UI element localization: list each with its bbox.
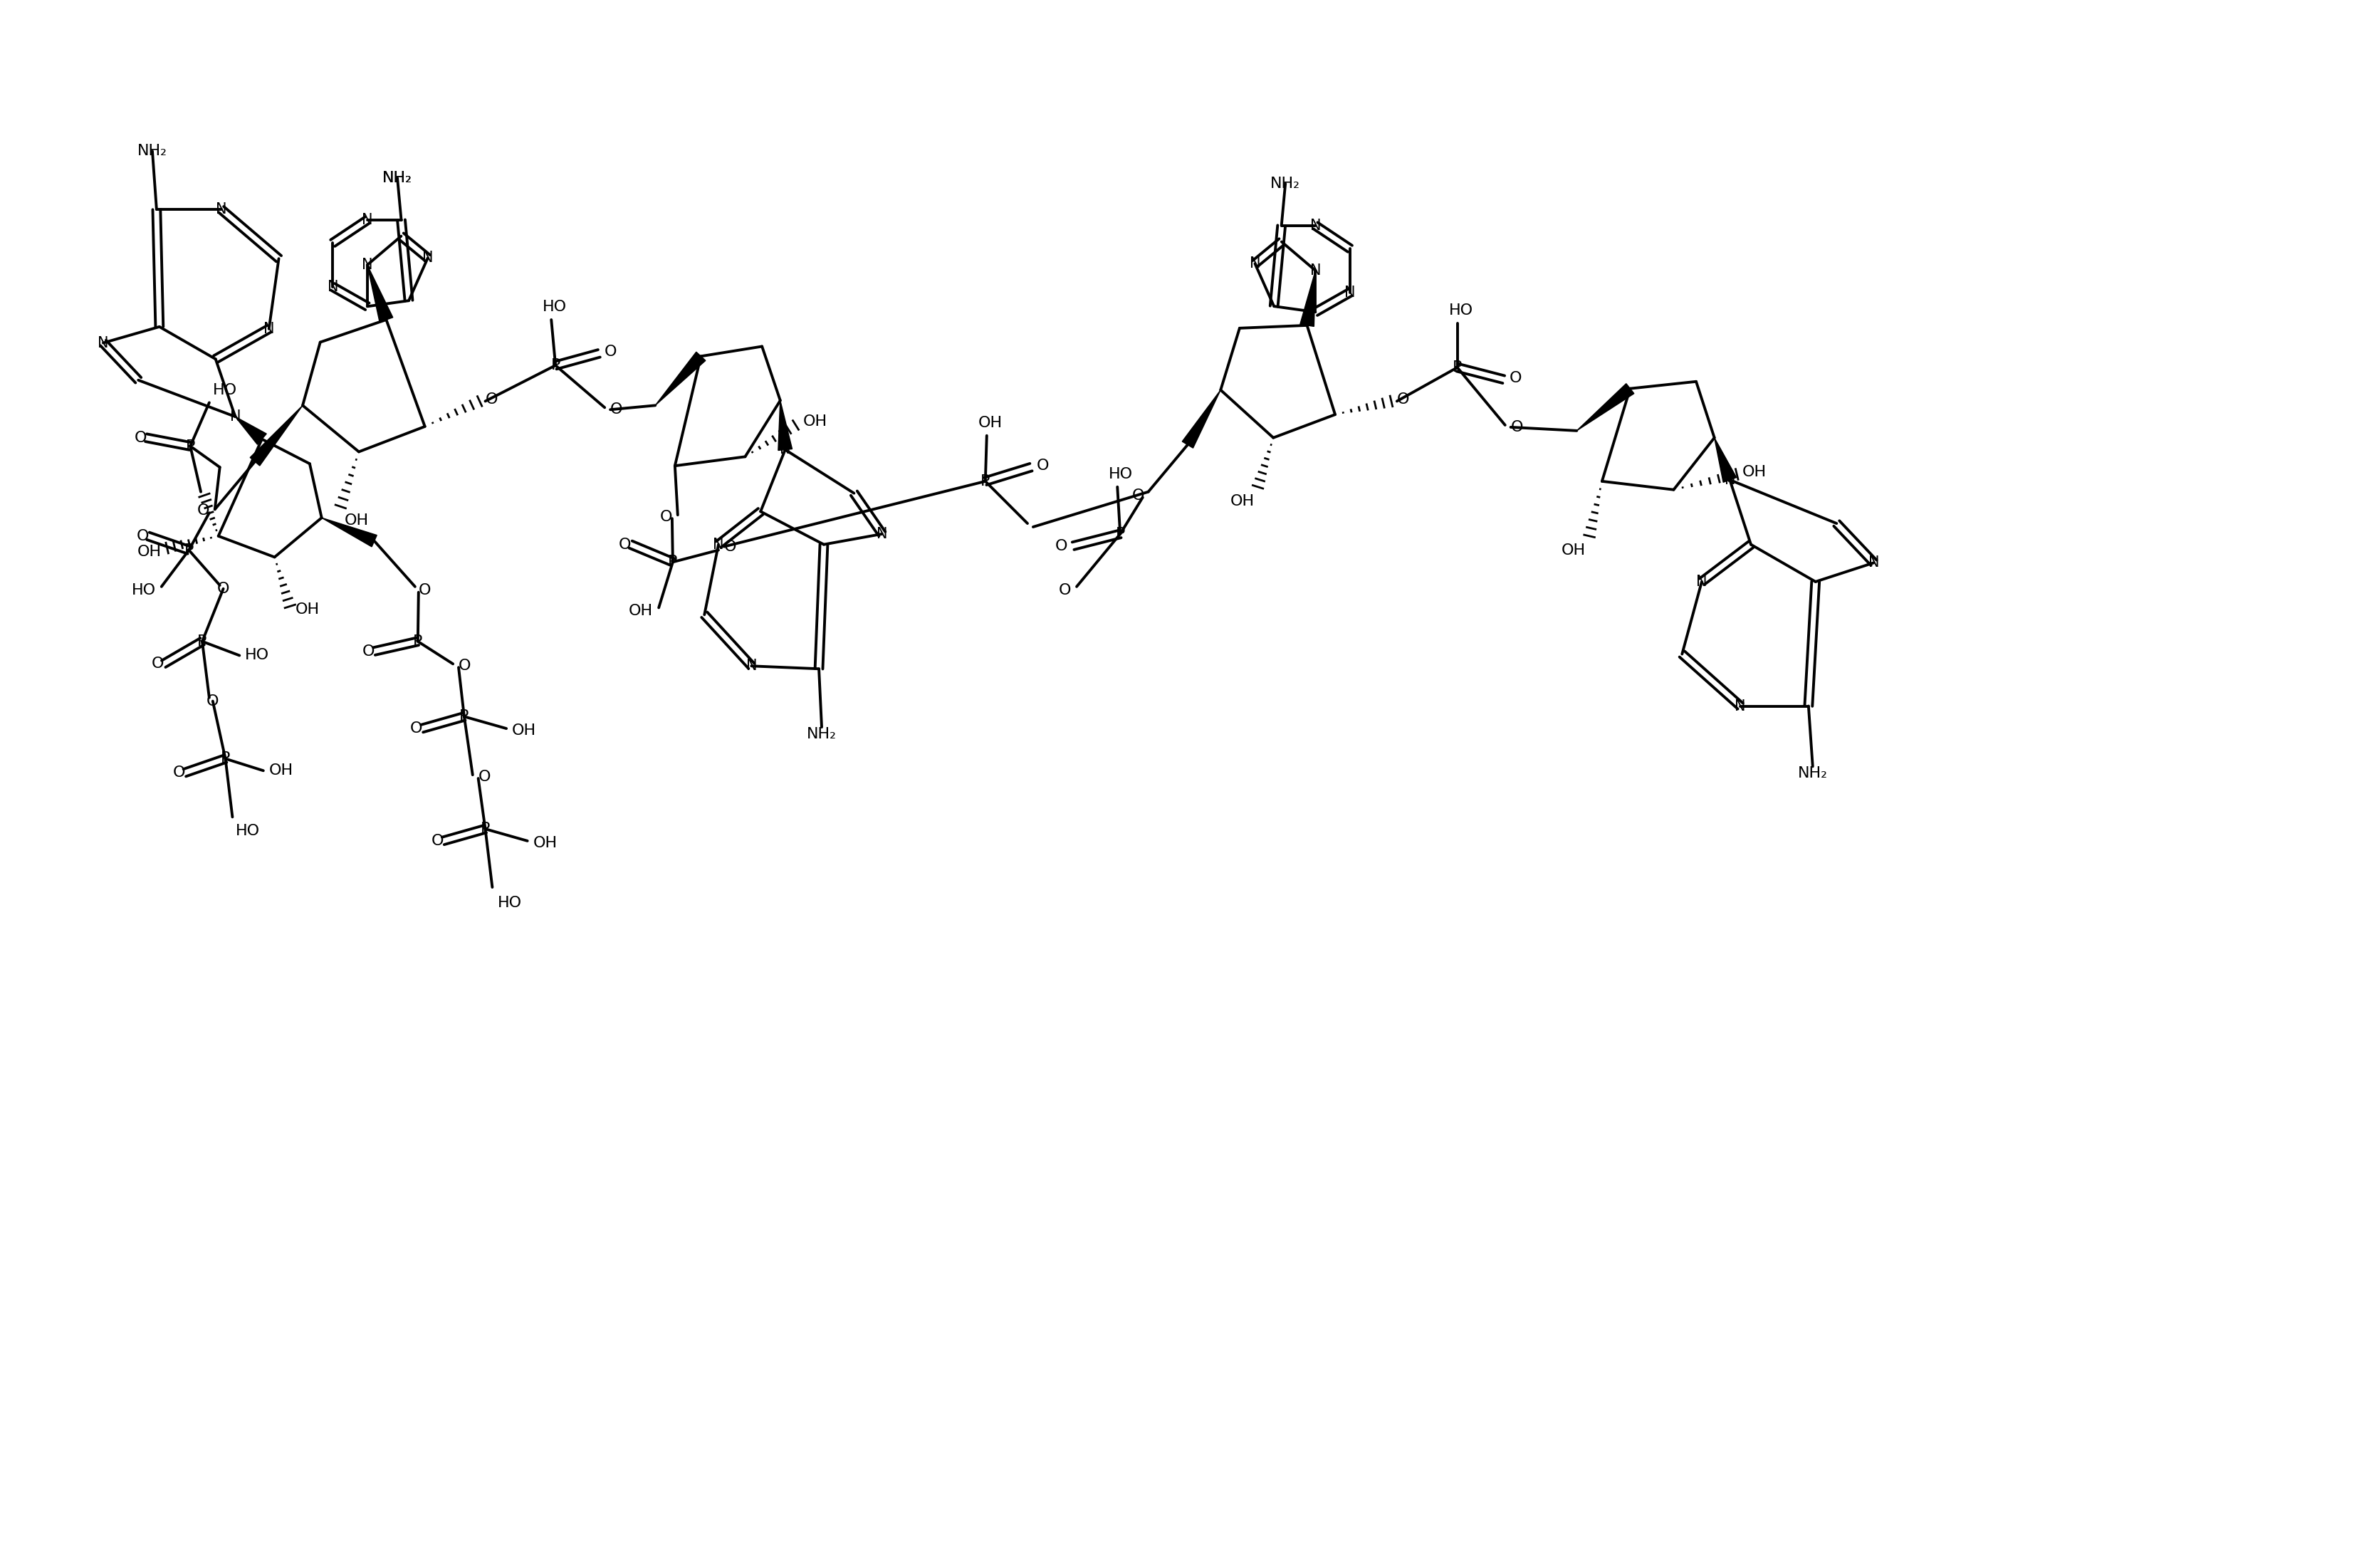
- Text: HO: HO: [499, 895, 522, 909]
- Text: P: P: [1451, 361, 1461, 375]
- Text: OH: OH: [1742, 466, 1766, 480]
- Text: P: P: [184, 543, 194, 557]
- Text: N: N: [1345, 285, 1355, 299]
- Text: HO: HO: [544, 299, 567, 314]
- Text: O: O: [418, 583, 430, 597]
- Text: P: P: [414, 635, 423, 649]
- Text: O: O: [1132, 488, 1144, 502]
- Text: P: P: [981, 474, 991, 488]
- Text: O: O: [151, 657, 163, 671]
- Text: N: N: [362, 213, 374, 227]
- Text: N: N: [1697, 574, 1707, 590]
- Text: OH: OH: [532, 836, 558, 850]
- Text: OH: OH: [345, 514, 369, 528]
- Text: O: O: [135, 431, 147, 445]
- Text: P: P: [669, 555, 678, 569]
- Text: O: O: [1397, 392, 1409, 408]
- Text: N: N: [1251, 257, 1260, 271]
- Polygon shape: [1577, 384, 1634, 431]
- Polygon shape: [251, 406, 303, 466]
- Text: HO: HO: [213, 383, 236, 397]
- Text: P: P: [184, 439, 196, 453]
- Text: O: O: [137, 528, 149, 543]
- Text: NH₂: NH₂: [1269, 177, 1300, 191]
- Text: N: N: [1310, 263, 1321, 278]
- Text: P: P: [551, 358, 560, 373]
- Text: NH₂: NH₂: [806, 728, 837, 742]
- Text: P: P: [480, 822, 489, 836]
- Text: O: O: [610, 403, 622, 417]
- Polygon shape: [1182, 390, 1220, 448]
- Text: OH: OH: [629, 604, 652, 618]
- Text: N: N: [215, 202, 227, 216]
- Text: HO: HO: [1109, 467, 1132, 481]
- Text: N: N: [714, 538, 723, 552]
- Text: O: O: [206, 695, 220, 709]
- Text: OH: OH: [979, 416, 1002, 430]
- Text: N: N: [326, 279, 338, 293]
- Text: HO: HO: [246, 648, 269, 663]
- Text: O: O: [430, 834, 444, 848]
- Text: O: O: [1059, 583, 1071, 597]
- Text: NH₂: NH₂: [383, 171, 411, 185]
- Text: O: O: [1508, 372, 1522, 386]
- Text: OH: OH: [137, 544, 161, 558]
- Text: O: O: [478, 770, 492, 784]
- Text: N: N: [229, 409, 241, 423]
- Text: OH: OH: [1563, 543, 1586, 557]
- Text: O: O: [459, 659, 470, 673]
- Text: OH: OH: [804, 414, 827, 428]
- Text: HO: HO: [1449, 303, 1473, 318]
- Text: P: P: [220, 751, 229, 765]
- Text: OH: OH: [513, 723, 537, 737]
- Text: HO: HO: [132, 583, 156, 597]
- Polygon shape: [322, 517, 376, 547]
- Polygon shape: [236, 417, 267, 444]
- Text: N: N: [780, 442, 790, 456]
- Text: N: N: [877, 527, 886, 541]
- Text: P: P: [459, 709, 468, 724]
- Polygon shape: [655, 351, 704, 406]
- Text: O: O: [196, 503, 210, 517]
- Text: O: O: [411, 721, 423, 735]
- Text: O: O: [485, 392, 499, 408]
- Text: N: N: [97, 336, 109, 350]
- Text: N: N: [1868, 555, 1879, 569]
- Text: N: N: [1723, 472, 1735, 488]
- Text: N: N: [423, 251, 433, 265]
- Text: OH: OH: [296, 602, 319, 616]
- Text: OH: OH: [269, 764, 293, 778]
- Text: NH₂: NH₂: [383, 171, 411, 185]
- Text: NH₂: NH₂: [1797, 767, 1827, 781]
- Text: N: N: [1310, 218, 1321, 232]
- Text: O: O: [362, 644, 376, 659]
- Polygon shape: [1300, 271, 1314, 326]
- Text: N: N: [262, 321, 274, 336]
- Polygon shape: [778, 400, 792, 450]
- Text: O: O: [605, 345, 617, 359]
- Text: O: O: [217, 582, 229, 596]
- Text: O: O: [1511, 420, 1522, 434]
- Text: O: O: [1054, 539, 1069, 554]
- Text: OH: OH: [1229, 494, 1255, 508]
- Text: P: P: [1116, 527, 1125, 541]
- Text: P: P: [199, 635, 208, 649]
- Text: HO: HO: [236, 825, 260, 839]
- Text: N: N: [1735, 699, 1747, 713]
- Text: N: N: [747, 659, 756, 673]
- Text: O: O: [619, 538, 631, 552]
- Text: O: O: [1038, 459, 1050, 474]
- Text: N: N: [362, 257, 374, 273]
- Text: O: O: [173, 765, 184, 779]
- Text: O: O: [660, 510, 671, 524]
- Text: O: O: [723, 539, 738, 554]
- Polygon shape: [1714, 437, 1738, 483]
- Text: NH₂: NH₂: [137, 144, 168, 158]
- Polygon shape: [366, 265, 392, 321]
